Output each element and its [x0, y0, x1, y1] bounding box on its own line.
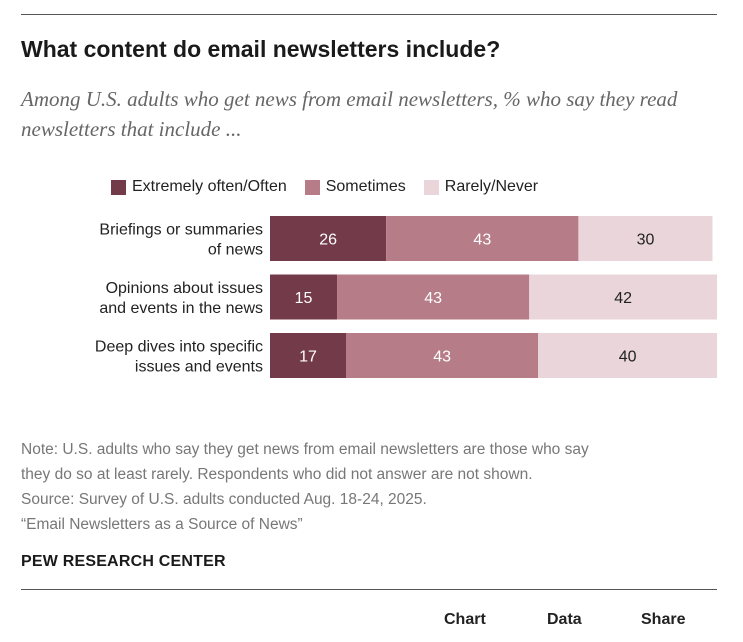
- legend-label-often: Extremely often/Often: [132, 178, 287, 195]
- legend-swatch-rarely: [423, 179, 439, 195]
- category-label: and events in the news: [99, 300, 263, 317]
- chart-subtitle: Among U.S. adults who get news from emai…: [21, 87, 678, 141]
- data-label: 17: [299, 349, 317, 366]
- chart-legend: Extremely often/Often Sometimes Rarely/N…: [111, 177, 556, 197]
- data-label: 43: [473, 232, 491, 249]
- category-label: Deep dives into specific: [95, 339, 263, 356]
- bar-segment: [345, 333, 539, 378]
- bar-segment: [538, 333, 717, 378]
- legend-swatch-often: [111, 179, 126, 195]
- tab-data[interactable]: Data: [547, 611, 582, 628]
- legend-item-rarely: Rarely/Never: [423, 178, 539, 196]
- legend-item-sometimes: Sometimes: [304, 178, 406, 196]
- data-label: 40: [619, 349, 637, 366]
- tab-share[interactable]: Share: [641, 611, 686, 628]
- bar-segment: [270, 274, 338, 320]
- chart-title: What content do email newsletters includ…: [21, 36, 501, 62]
- data-label: 30: [637, 232, 655, 249]
- pew-logo: PEW RESEARCH CENTER: [21, 553, 226, 570]
- bar-segment: [386, 216, 579, 261]
- data-label: 15: [295, 290, 313, 307]
- stacked-bar-chart: Briefings or summaries of news 26 43 30 Opini…: [95, 216, 717, 378]
- source-line: Source: Survey of U.S. adults conducted …: [21, 491, 427, 508]
- bar-segment: [270, 216, 387, 261]
- data-label: 43: [424, 290, 442, 307]
- bar-segment: [270, 333, 346, 378]
- data-label: 26: [319, 232, 337, 249]
- legend-label-sometimes: Sometimes: [325, 178, 406, 195]
- note-line: Note: U.S. adults who say they get news …: [21, 441, 589, 458]
- legend-label-rarely: Rarely/Never: [444, 178, 539, 195]
- data-label: 43: [433, 349, 451, 366]
- category-label: of news: [208, 242, 263, 259]
- data-label: 42: [614, 290, 632, 307]
- legend-swatch-sometimes: [304, 179, 320, 195]
- tab-chart[interactable]: Chart: [444, 611, 486, 628]
- bar-segment: [529, 274, 717, 320]
- bar-segment: [337, 274, 530, 320]
- bar-segment: [578, 216, 713, 261]
- bottom-rule: [21, 589, 717, 590]
- chart-notes: Note: U.S. adults who say they get news …: [21, 437, 589, 537]
- note-line: they do so at least rarely. Respondents …: [21, 466, 533, 483]
- category-label: issues and events: [135, 359, 263, 376]
- category-label: Briefings or summaries: [99, 222, 263, 239]
- category-label: Opinions about issues: [106, 280, 263, 297]
- report-title-line: “Email Newsletters as a Source of News”: [21, 516, 303, 533]
- legend-item-often: Extremely often/Often: [111, 178, 287, 196]
- top-rule: [21, 14, 717, 15]
